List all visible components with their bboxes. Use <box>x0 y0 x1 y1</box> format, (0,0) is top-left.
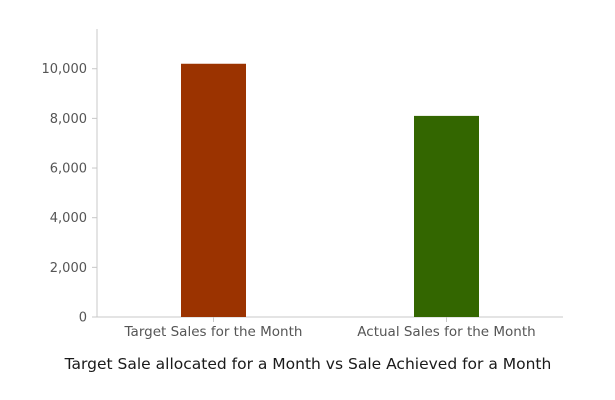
bar-actual-sales <box>414 115 479 318</box>
y-axis: 0 2,000 4,000 6,000 8,000 10,000 <box>42 29 98 326</box>
y-tick-label: 6,000 <box>50 162 87 177</box>
x-axis-title: Target Sale allocated for a Month vs Sal… <box>64 355 552 373</box>
bar-target-sales <box>181 63 246 317</box>
y-tick-label: 2,000 <box>50 261 87 276</box>
bars <box>181 63 479 318</box>
y-tick-label: 8,000 <box>50 112 87 127</box>
y-tick-label: 4,000 <box>50 211 87 226</box>
x-category-label: Actual Sales for the Month <box>357 324 535 340</box>
y-tick-label: 0 <box>79 311 87 326</box>
y-tick-label: 10,000 <box>42 62 88 77</box>
x-category-label: Target Sales for the Month <box>124 324 303 340</box>
x-axis: Target Sales for the Month Actual Sales f… <box>97 316 563 340</box>
